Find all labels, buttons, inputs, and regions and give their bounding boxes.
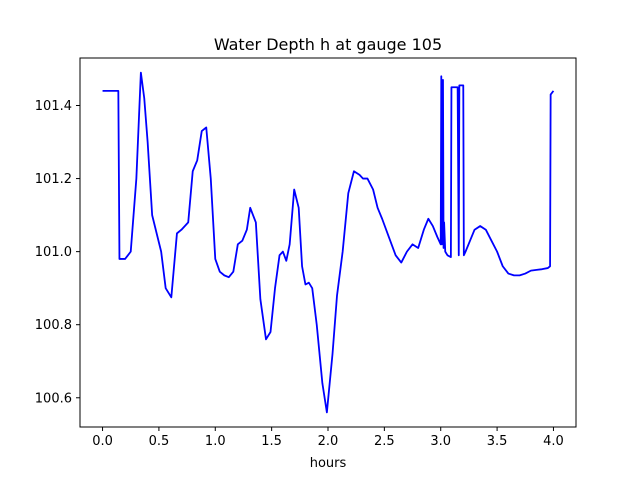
y-tick-label: 100.6 [35, 391, 72, 406]
plot-area [79, 57, 577, 428]
x-axis-label: hours [310, 456, 347, 471]
x-tick-label: 2.0 [318, 434, 339, 449]
x-tick-label: 2.5 [374, 434, 395, 449]
y-tick-label: 101.4 [35, 99, 72, 114]
x-tick-label: 0.5 [149, 434, 170, 449]
y-tick-label: 100.8 [35, 318, 72, 333]
x-tick-label: 1.0 [205, 434, 226, 449]
x-tick-label: 1.5 [261, 434, 282, 449]
series-line-0 [102, 71, 555, 414]
x-axis: 0.0 0.5 1.0 1.5 2.0 2.5 3.0 3.5 4.0 [92, 427, 564, 449]
x-tick-label: 4.0 [543, 434, 564, 449]
y-axis: 100.6 100.8 101.0 101.2 101.4 [35, 99, 80, 406]
y-tick-label: 101.2 [35, 172, 72, 187]
y-tick-label: 101.0 [35, 245, 72, 260]
x-tick-label: 3.5 [487, 434, 508, 449]
chart-title: Water Depth h at gauge 105 [214, 35, 442, 54]
x-tick-label: 0.0 [92, 434, 113, 449]
plot-frame [79, 57, 577, 428]
x-tick-label: 3.0 [430, 434, 451, 449]
